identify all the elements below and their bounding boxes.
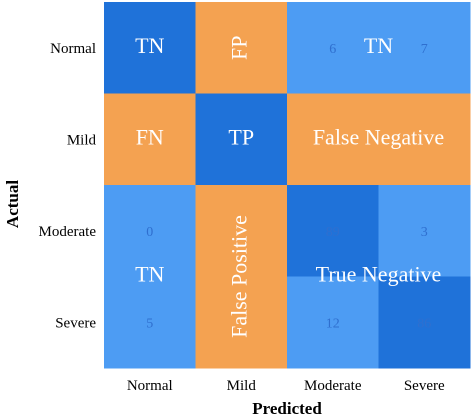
cell-value-0-3: 7 [421,42,428,57]
heatmap-cell-0-0 [104,2,196,94]
y-tick-label-0: Normal [50,41,96,57]
x-tick-label-1: Mild [227,378,257,394]
region-annotation-7: False Positive [226,215,251,338]
heatmap-cell-1-3 [378,93,471,186]
x-tick-label-3: Severe [404,378,445,394]
heatmap-cell-0-3 [378,2,471,94]
y-tick-label-2: Moderate [39,224,97,240]
cell-value-0-2: 6 [329,42,336,57]
heatmap-cell-2-0 [104,185,196,277]
heatmap-cell-1-0 [104,93,196,186]
region-annotation-0: TN [135,33,164,58]
region-annotation-6: TN [135,262,164,287]
heatmap-cell-3-1 [195,276,288,369]
heatmap-cell-0-1 [195,2,288,94]
cell-value-2-3: 3 [421,225,428,240]
heatmap-cells [104,2,471,369]
region-annotation-4: TP [228,124,254,149]
y-axis-title: Actual [3,180,22,228]
region-annotations: TN FP TN FN TP False Negative TN False Positive… [135,33,444,338]
cell-value-2-0: 0 [146,225,153,240]
heatmap-cell-2-2 [287,185,379,277]
heatmap-cell-0-2 [287,2,379,94]
x-axis-title: Predicted [252,399,322,418]
heatmap-cell-1-1 [195,93,288,186]
y-tick-label-3: Severe [55,315,96,331]
heatmap-cell-1-2 [287,93,379,186]
cell-values: 6 7 0 89 3 5 12 86 [146,42,431,332]
heatmap-cell-2-3 [378,185,471,277]
cell-value-3-3: 86 [417,316,431,331]
region-annotation-5: False Negative [313,124,444,149]
heatmap-cell-3-3 [378,276,471,369]
y-tick-label-1: Mild [67,132,97,148]
region-annotation-1: FP [226,36,251,60]
heatmap-cell-3-2 [287,276,379,369]
region-annotation-3: FN [136,124,164,149]
cell-value-3-2: 12 [326,316,340,331]
x-tick-label-0: Normal [127,378,173,394]
cell-value-3-0: 5 [146,316,153,331]
cell-value-2-2: 89 [326,225,340,240]
heatmap-cell-2-1 [195,185,288,277]
region-annotation-2: TN [364,33,393,58]
region-annotation-8: True Negative [316,262,442,287]
x-tick-label-2: Moderate [304,378,362,394]
tick-labels: Normal Mild Moderate Severe Normal Mild Modera… [39,41,445,394]
heatmap-cell-3-0 [104,276,196,369]
